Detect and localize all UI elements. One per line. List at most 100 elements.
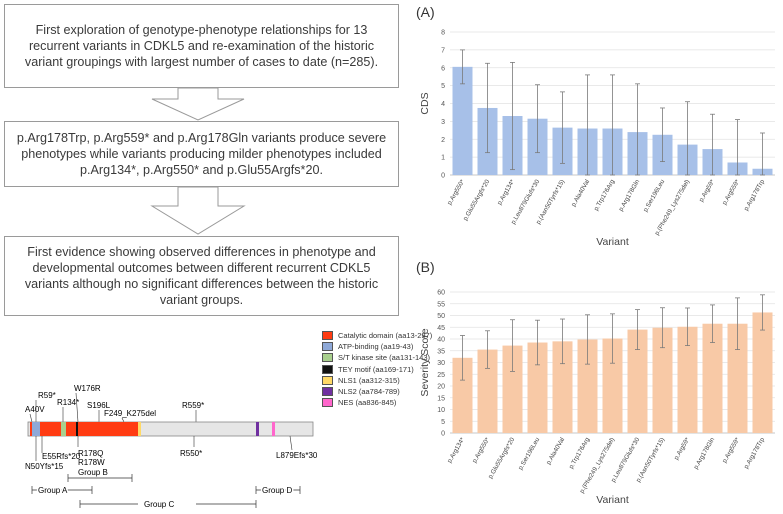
variant-label-r178q: R178Q xyxy=(78,449,103,458)
x-tick-label: p.Arg559* xyxy=(721,436,741,464)
cds-bar-chart: 0 1 2 3 4 5 6 7 8 p.Arg550*p.Glu55Argfs*20 p.Arg13… xyxy=(419,30,775,248)
x-axis-title: Variant xyxy=(596,494,629,506)
y-tick-label: 0 xyxy=(441,173,445,180)
legend-swatch xyxy=(322,353,333,363)
x-tick-label: p.Ala40Val xyxy=(570,179,591,208)
y-tick-label: 1 xyxy=(441,155,445,162)
y-axis-title: Severity Score xyxy=(419,328,431,396)
legend-item: ATP-binding (aa19-43) xyxy=(322,341,432,352)
group-b-label: Group B xyxy=(78,468,108,477)
legend-swatch xyxy=(322,364,333,374)
bar xyxy=(702,323,723,433)
variant-label-l879efs30: L879Efs*30 xyxy=(276,451,318,460)
x-tick-label: p.Trp176Arg xyxy=(593,178,617,212)
legend-item: TEY motif (aa169-171) xyxy=(322,364,432,375)
variant-label-w176r: W176R xyxy=(74,384,101,393)
y-tick-label: 55 xyxy=(437,301,445,308)
legend-swatch xyxy=(322,387,333,397)
variant-label-s196l: S196L xyxy=(87,401,111,410)
bar xyxy=(652,327,673,433)
bar xyxy=(752,312,773,433)
x-tick-label: p.Arg134* xyxy=(496,178,516,206)
y-tick-label: 30 xyxy=(437,360,445,367)
y-tick-label: 0 xyxy=(441,431,445,438)
x-tick-label: p.Ala40Val xyxy=(545,437,566,466)
nes xyxy=(272,422,275,436)
finding-box-3: First evidence showing observed differen… xyxy=(4,236,399,316)
tey-motif xyxy=(76,422,78,436)
bar xyxy=(552,341,573,433)
y-tick-label: 3 xyxy=(441,119,445,126)
y-tick-label: 5 xyxy=(441,419,445,426)
x-tick-label: p.Arg559* xyxy=(721,178,741,206)
legend-swatch xyxy=(322,375,333,385)
y-tick-label: 5 xyxy=(441,83,445,90)
legend-label: NLS1 (aa312-315) xyxy=(338,375,400,385)
bar xyxy=(527,342,548,433)
legend-swatch xyxy=(322,398,333,408)
variant-label-r178w: R178W xyxy=(78,458,105,467)
x-tick-label: p.Ser196Leu xyxy=(517,436,541,471)
x-tick-label: p.Glu55Argfs*20 xyxy=(462,178,491,222)
variant-label-e55rfs20: E55Rfs*20 xyxy=(42,452,81,461)
x-tick-label: p.Arg134* xyxy=(446,436,466,464)
x-tick-label: p.(Asn50Tyrfs*15) xyxy=(535,179,566,226)
y-tick-label: 50 xyxy=(437,313,445,320)
down-arrow-icon xyxy=(150,186,246,235)
y-tick-label: 35 xyxy=(437,348,445,355)
x-axis-title: Variant xyxy=(596,236,629,248)
bar xyxy=(627,329,648,433)
bar xyxy=(677,326,698,433)
group-a-label: Group A xyxy=(38,486,68,495)
nls1 xyxy=(138,422,141,436)
finding-box-2-text: p.Arg178Trp, p.Arg559* and p.Arg178Gln v… xyxy=(16,131,387,177)
x-tick-label: p.Ser196Leu xyxy=(642,178,666,213)
protein-legend: Catalytic domain (aa13-297) ATP-binding (… xyxy=(322,330,432,408)
variant-label-r550: R550* xyxy=(180,449,202,458)
bar xyxy=(502,345,523,433)
legend-swatch xyxy=(322,342,333,352)
variant-label-f249-k275del: F249_K275del xyxy=(104,409,156,418)
y-tick-label: 2 xyxy=(441,137,445,144)
bar xyxy=(452,357,473,433)
x-tick-label: p.Arg178Trp xyxy=(743,436,767,470)
finding-box-1: First exploration of genotype-phenotype … xyxy=(4,4,399,88)
y-tick-label: 40 xyxy=(437,337,445,344)
x-tick-label: p.Trp176Arg xyxy=(568,436,592,470)
x-tick-label: p.Arg178Trp xyxy=(743,178,767,212)
legend-label: ATP-binding (aa19-43) xyxy=(338,342,414,352)
y-tick-label: 20 xyxy=(437,384,445,391)
legend-item: S/T kinase site (aa131-143) xyxy=(322,352,432,363)
y-tick-label: 7 xyxy=(441,47,445,54)
variant-label-a40v: A40V xyxy=(25,405,45,414)
catalytic-domain xyxy=(30,422,138,436)
y-tick-label: 8 xyxy=(441,30,445,37)
x-tick-label: p.Arg59* xyxy=(698,178,717,203)
x-tick-label: p.Arg178Gln xyxy=(692,436,716,471)
bar xyxy=(577,339,598,433)
group-c-label: Group C xyxy=(144,500,174,509)
atp-binding xyxy=(32,422,40,436)
nls2 xyxy=(256,422,259,436)
y-axis-title: CDS xyxy=(419,92,431,114)
panel-a-label: (A) xyxy=(416,4,435,20)
st-kinase-site xyxy=(61,422,66,436)
x-tick-label: p.Arg550* xyxy=(471,436,491,464)
x-tick-label: p.Arg550* xyxy=(446,178,466,206)
variant-label-r559: R559* xyxy=(182,401,204,410)
legend-label: S/T kinase site (aa131-143) xyxy=(338,353,430,363)
legend-item: NLS2 (aa784-789) xyxy=(322,386,432,397)
y-tick-label: 4 xyxy=(441,101,445,108)
y-tick-label: 6 xyxy=(441,65,445,72)
legend-label: TEY motif (aa169-171) xyxy=(338,364,414,374)
bar xyxy=(477,349,498,433)
x-tick-label: p.Arg178Gln xyxy=(617,178,641,213)
x-tick-label: p.Arg59* xyxy=(673,436,692,461)
y-tick-label: 45 xyxy=(437,325,445,332)
finding-box-2: p.Arg178Trp, p.Arg559* and p.Arg178Gln v… xyxy=(4,121,399,187)
variant-label-r134: R134* xyxy=(57,398,79,407)
variant-label-r59: R59* xyxy=(38,391,56,400)
legend-item: Catalytic domain (aa13-297) xyxy=(322,330,432,341)
legend-swatch xyxy=(322,331,333,341)
